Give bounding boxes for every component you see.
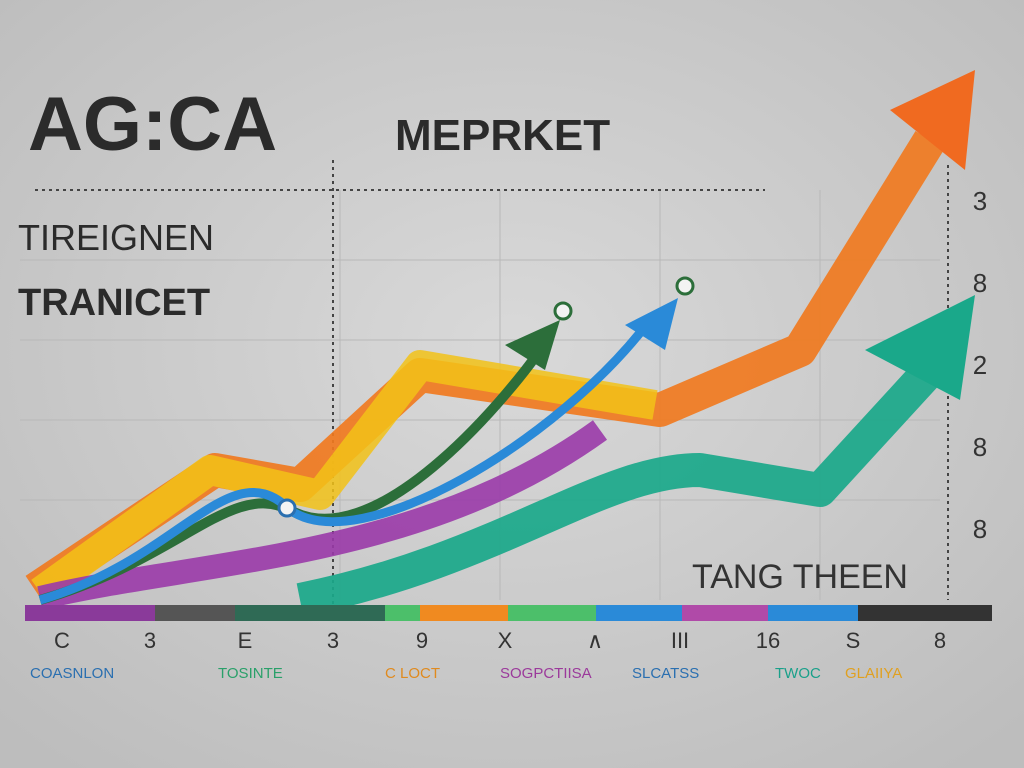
annotation: TANG THEEN <box>692 558 908 596</box>
bottom-label: 8 <box>934 628 946 653</box>
legend-entry: GLAIIYA <box>845 665 902 682</box>
arrow-head <box>865 295 975 400</box>
legend-entry: TWOC <box>775 665 821 682</box>
right-label: 2 <box>973 350 987 380</box>
baseline-bar <box>25 605 992 621</box>
subtitle-line: TIREIGNEN <box>18 217 214 258</box>
arrow-head <box>625 298 678 350</box>
bottom-label: S <box>846 628 861 653</box>
blue-arrow <box>38 317 654 605</box>
title-suffix: MEPRKET <box>395 111 610 160</box>
purple-arrow <box>37 420 608 610</box>
bottom-label: C <box>54 628 70 653</box>
legend-entry: SLCATSS <box>632 665 699 682</box>
subtitle-line: TRANICET <box>18 282 210 324</box>
bottom-label: 9 <box>416 628 428 653</box>
bar-segment <box>508 605 596 621</box>
right-label: 8 <box>973 432 987 462</box>
bottom-label: X <box>498 628 513 653</box>
bottom-label: 16 <box>756 628 780 653</box>
bottom-label: 3 <box>144 628 156 653</box>
bar-segment <box>25 605 155 621</box>
bar-segment <box>155 605 235 621</box>
arrow-head <box>505 320 560 370</box>
legend-entry: COASNLON <box>30 665 114 682</box>
bar-segment <box>768 605 858 621</box>
bar-segment <box>385 605 420 621</box>
title: AG:CA <box>28 82 277 167</box>
marker <box>675 276 695 296</box>
marker <box>277 498 297 518</box>
right-label: 3 <box>973 186 987 216</box>
bar-segment <box>235 605 385 621</box>
bottom-label: III <box>671 628 689 653</box>
bottom-label: ∧ <box>587 628 603 653</box>
arrow-head <box>890 70 975 170</box>
marker <box>553 301 573 321</box>
yellow-arrow <box>31 350 658 605</box>
legend-entry: C LOCT <box>385 665 440 682</box>
right-label: 8 <box>973 268 987 298</box>
bottom-label: E <box>238 628 253 653</box>
bottom-label: 3 <box>327 628 339 653</box>
legend-entry: SOGPCTIISA <box>500 665 592 682</box>
bar-segment <box>596 605 682 621</box>
bar-segment <box>420 605 508 621</box>
legend-entry: TOSINTE <box>218 665 283 682</box>
teal-arrow <box>296 358 943 617</box>
arrows <box>25 70 975 617</box>
bar-segment <box>858 605 992 621</box>
bar-segment <box>682 605 768 621</box>
right-label: 8 <box>973 514 987 544</box>
